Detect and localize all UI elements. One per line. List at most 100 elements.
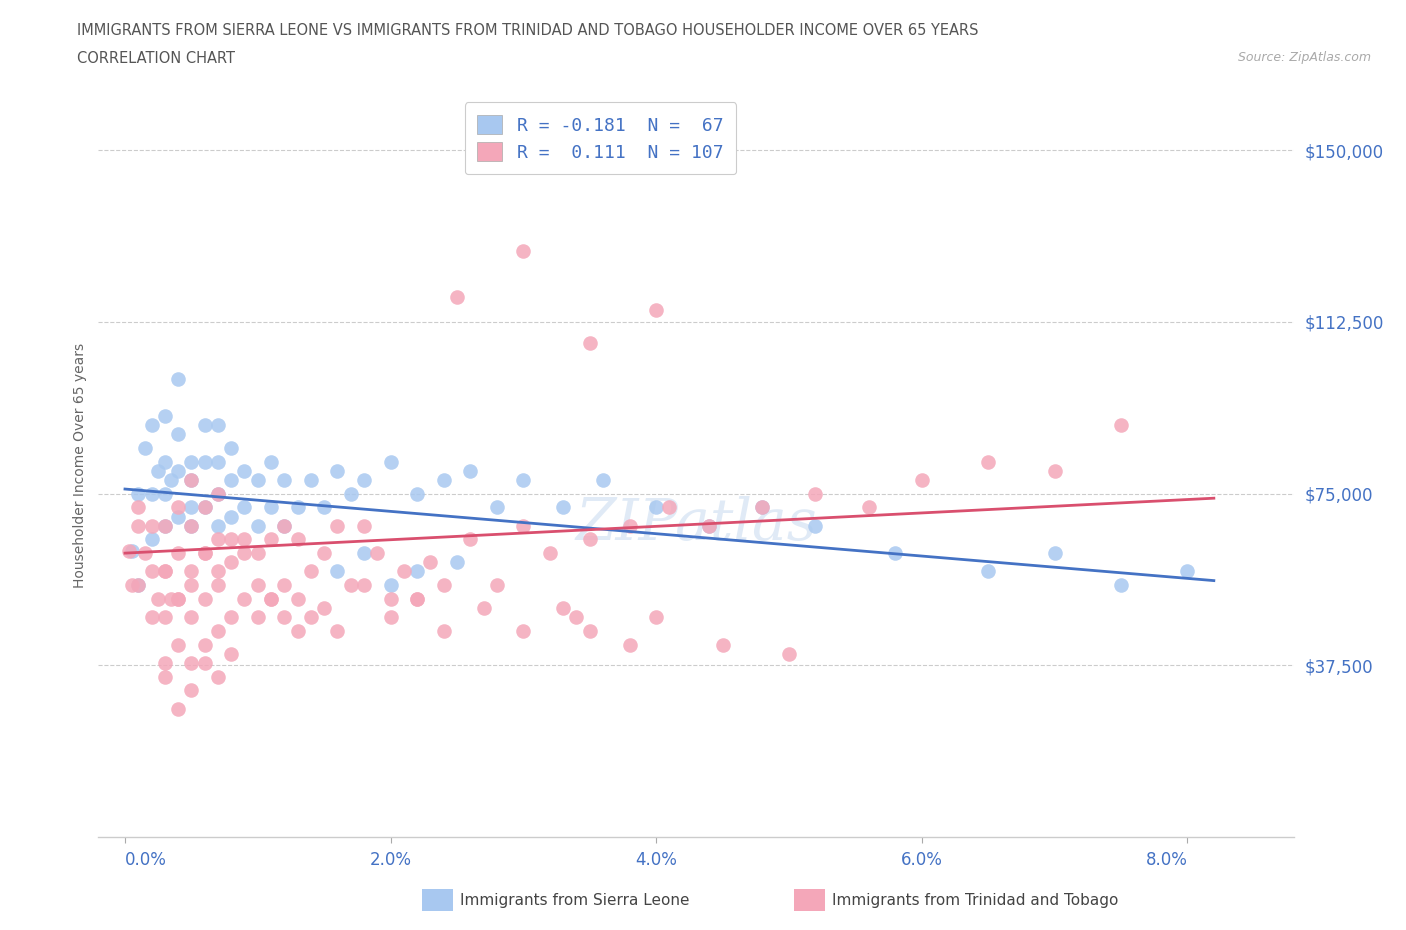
Point [565, 610, 588, 625]
Point [233, 546, 256, 561]
Point [153, 518, 176, 533]
Point [1175, 564, 1198, 578]
Point [287, 500, 309, 515]
Point [167, 591, 190, 606]
Point [207, 418, 229, 432]
Point [260, 591, 283, 606]
Text: IMMIGRANTS FROM SIERRA LEONE VS IMMIGRANTS FROM TRINIDAD AND TOBAGO HOUSEHOLDER : IMMIGRANTS FROM SIERRA LEONE VS IMMIGRAN… [77, 23, 979, 38]
Point [233, 500, 256, 515]
Point [207, 578, 229, 592]
Point [207, 454, 229, 469]
Point [804, 486, 827, 501]
Text: ZIPatlas: ZIPatlas [575, 497, 817, 552]
Point [299, 564, 322, 578]
Point [180, 518, 202, 533]
Point [314, 546, 336, 561]
Point [578, 335, 600, 350]
Point [180, 656, 202, 671]
Point [194, 637, 217, 652]
Point [180, 610, 202, 625]
Point [134, 441, 156, 456]
Text: Immigrants from Trinidad and Tobago: Immigrants from Trinidad and Tobago [832, 893, 1119, 908]
Point [380, 591, 402, 606]
Point [1043, 546, 1066, 561]
Point [219, 532, 242, 547]
Point [167, 500, 190, 515]
Point [219, 509, 242, 524]
Point [246, 518, 269, 533]
Point [180, 518, 202, 533]
Point [180, 564, 202, 578]
Point [194, 500, 217, 515]
Point [194, 454, 217, 469]
Point [194, 656, 217, 671]
Point [273, 518, 295, 533]
Point [207, 564, 229, 578]
Point [458, 463, 481, 478]
Point [260, 454, 283, 469]
Text: 0.0%: 0.0% [125, 851, 167, 869]
Point [134, 546, 156, 561]
Point [406, 564, 429, 578]
Point [219, 472, 242, 487]
Point [194, 546, 217, 561]
Point [219, 555, 242, 570]
Point [194, 591, 217, 606]
Point [207, 486, 229, 501]
Point [512, 472, 534, 487]
Point [512, 518, 534, 533]
Point [207, 518, 229, 533]
Point [127, 486, 149, 501]
Point [127, 578, 149, 592]
Point [339, 578, 361, 592]
Point [141, 532, 163, 547]
Point [153, 454, 176, 469]
Point [485, 578, 508, 592]
Point [339, 486, 361, 501]
Point [380, 454, 402, 469]
Point [219, 610, 242, 625]
Point [194, 418, 217, 432]
Legend: R = -0.181  N =  67, R =  0.111  N = 107: R = -0.181 N = 67, R = 0.111 N = 107 [464, 102, 737, 174]
Text: 8.0%: 8.0% [1146, 851, 1187, 869]
Point [246, 578, 269, 592]
Point [260, 532, 283, 547]
Point [380, 578, 402, 592]
Point [153, 486, 176, 501]
Text: 2.0%: 2.0% [370, 851, 412, 869]
Point [207, 532, 229, 547]
Y-axis label: Householder Income Over 65 years: Householder Income Over 65 years [73, 342, 87, 588]
Point [697, 518, 720, 533]
Point [406, 591, 429, 606]
Point [127, 500, 149, 515]
Point [858, 500, 880, 515]
Point [697, 518, 720, 533]
Point [167, 701, 190, 716]
Point [167, 591, 190, 606]
Point [127, 578, 149, 592]
Point [326, 463, 349, 478]
Point [153, 610, 176, 625]
Point [194, 546, 217, 561]
Point [153, 564, 176, 578]
Point [167, 637, 190, 652]
Point [578, 532, 600, 547]
Point [121, 578, 143, 592]
Point [273, 518, 295, 533]
Point [141, 610, 163, 625]
Point [207, 623, 229, 638]
Point [326, 518, 349, 533]
Point [472, 601, 495, 616]
Point [207, 486, 229, 501]
Point [977, 454, 1000, 469]
Point [287, 532, 309, 547]
Point [619, 637, 641, 652]
Point [446, 555, 468, 570]
Point [167, 509, 190, 524]
Point [141, 486, 163, 501]
Point [127, 518, 149, 533]
Point [433, 578, 456, 592]
Point [645, 500, 668, 515]
Point [180, 472, 202, 487]
Point [314, 601, 336, 616]
